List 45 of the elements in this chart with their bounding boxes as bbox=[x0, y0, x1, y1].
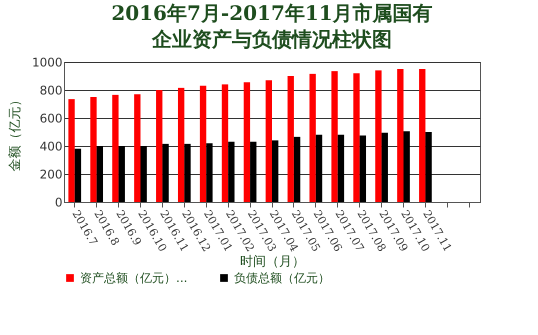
bar bbox=[309, 74, 316, 202]
bar bbox=[360, 136, 366, 202]
y-tick-label: 600 bbox=[40, 112, 62, 126]
bar bbox=[419, 69, 426, 202]
legend-label: 资产总额（亿元）... bbox=[80, 271, 188, 285]
bar bbox=[118, 146, 125, 202]
bar bbox=[90, 97, 97, 202]
bar bbox=[250, 142, 256, 202]
bar bbox=[338, 134, 344, 202]
bar bbox=[244, 82, 250, 202]
bar bbox=[222, 84, 228, 202]
bar bbox=[74, 148, 82, 202]
y-tick-label: 1000 bbox=[32, 56, 62, 70]
bar bbox=[375, 70, 382, 202]
bar bbox=[294, 136, 300, 202]
bar bbox=[162, 144, 169, 202]
legend-label: 负债总额（亿元） bbox=[234, 271, 330, 285]
bar bbox=[288, 76, 294, 202]
bar bbox=[206, 143, 213, 202]
bar bbox=[112, 94, 119, 202]
bar bbox=[331, 71, 338, 202]
bar bbox=[96, 146, 104, 202]
bar bbox=[316, 134, 322, 202]
bar bbox=[382, 132, 388, 202]
bar bbox=[178, 88, 184, 202]
bar bbox=[266, 80, 272, 202]
bar bbox=[228, 142, 235, 202]
bar bbox=[140, 146, 147, 202]
bar bbox=[404, 131, 410, 202]
bar bbox=[200, 86, 206, 202]
bar bbox=[425, 132, 432, 202]
bar bbox=[134, 94, 140, 202]
bar bbox=[353, 73, 360, 202]
y-axis-title: 金额（亿元） bbox=[8, 94, 23, 172]
y-tick-label: 0 bbox=[54, 196, 62, 210]
x-axis-title: 时间（月） bbox=[240, 254, 305, 270]
y-tick-label: 800 bbox=[40, 84, 62, 98]
bar bbox=[68, 99, 75, 202]
bar bbox=[272, 140, 278, 202]
y-tick-label: 400 bbox=[40, 140, 62, 154]
bar bbox=[156, 90, 162, 202]
bar bbox=[184, 144, 191, 202]
chart-title: 2016年7月-2017年11月市属国有企业资产与负债情况柱状图 bbox=[111, 1, 433, 51]
y-tick-label: 200 bbox=[40, 168, 62, 182]
bar bbox=[397, 69, 404, 202]
